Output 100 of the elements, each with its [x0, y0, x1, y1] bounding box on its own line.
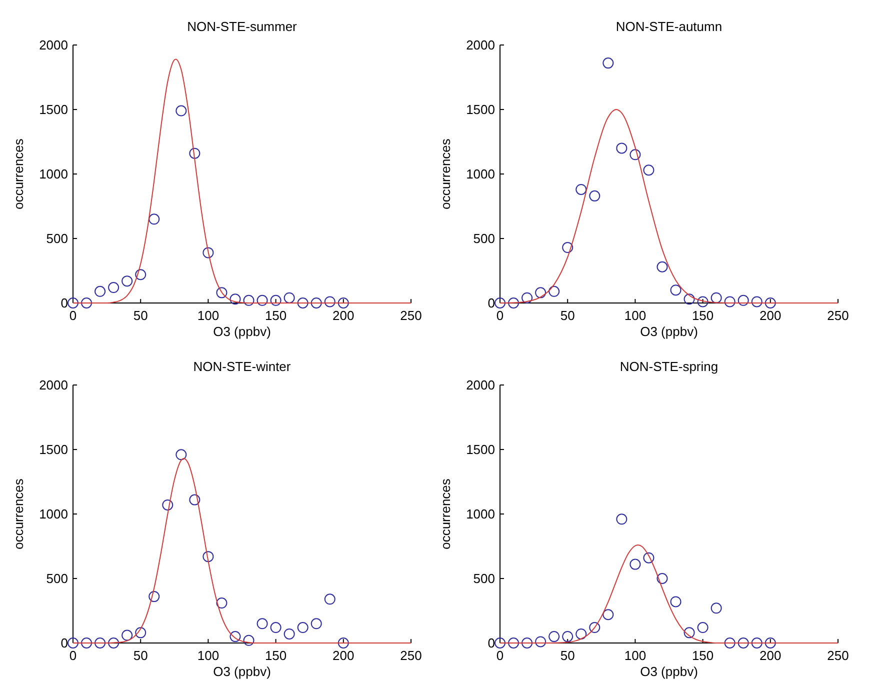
point [230, 631, 241, 642]
point [548, 286, 560, 297]
point [189, 148, 200, 159]
point [256, 294, 268, 306]
point [643, 552, 654, 564]
y-tick-label: 2000 [39, 38, 68, 53]
point [297, 298, 308, 308]
point [724, 638, 736, 648]
point [576, 184, 587, 195]
point [738, 294, 749, 306]
point [108, 282, 120, 294]
x-tick-label: 50 [133, 308, 148, 323]
y-tick-label: 1000 [39, 506, 68, 522]
point [684, 294, 695, 305]
y-axis-title: occurrences [11, 478, 26, 550]
x-tick-label: 250 [827, 648, 849, 663]
x-tick-label: 50 [560, 308, 575, 323]
x-tick-label: 150 [692, 308, 714, 323]
point [162, 499, 174, 510]
x-tick-label: 200 [760, 308, 782, 323]
point [148, 591, 160, 602]
point [68, 298, 78, 308]
point [764, 298, 776, 308]
point [122, 630, 133, 641]
point [189, 494, 200, 506]
y-tick-label: 2000 [39, 378, 68, 393]
point [338, 638, 349, 648]
point [589, 190, 600, 202]
point [338, 298, 349, 308]
point [122, 276, 133, 287]
y-tick-label: 2000 [466, 38, 495, 53]
y-tick-label: 2000 [466, 378, 495, 393]
point [764, 638, 776, 648]
point [135, 269, 146, 280]
point [243, 634, 254, 646]
point [148, 214, 160, 225]
x-tick-label: 250 [400, 648, 422, 663]
y-tick-label: 500 [46, 231, 68, 246]
point [324, 296, 336, 308]
point [94, 638, 106, 648]
point [710, 292, 722, 304]
point [216, 598, 228, 609]
point [81, 298, 92, 308]
chart-title: NON-STE-summer [187, 19, 298, 34]
point [202, 247, 214, 258]
x-tick-label: 100 [197, 648, 220, 663]
x-tick-label: 150 [692, 648, 714, 663]
chart-title: NON-STE-spring [620, 359, 718, 374]
y-tick-label: 0 [488, 636, 495, 651]
point [751, 296, 762, 308]
point [270, 622, 282, 634]
y-tick-label: 1500 [466, 102, 495, 118]
point [284, 628, 295, 640]
point [176, 105, 187, 116]
point [630, 149, 641, 160]
x-tick-label: 150 [264, 648, 287, 663]
chart-title: NON-STE-winter [193, 359, 292, 374]
point [494, 638, 506, 648]
x-tick-label: 150 [264, 308, 287, 323]
x-tick-label: 50 [133, 648, 148, 663]
x-tick-label: 100 [197, 308, 220, 323]
y-tick-label: 1000 [466, 166, 495, 182]
point [202, 551, 214, 562]
point [724, 296, 736, 308]
point [738, 638, 749, 648]
point [656, 573, 668, 584]
point [670, 284, 682, 296]
point [81, 638, 92, 648]
point [216, 287, 228, 298]
point [522, 292, 533, 304]
point [94, 286, 106, 297]
chart-title: NON-STE-autumn [616, 19, 722, 34]
y-tick-label: 0 [488, 296, 495, 311]
point [508, 298, 520, 308]
point [616, 142, 628, 154]
point [562, 242, 574, 254]
point [589, 622, 600, 634]
point [643, 164, 654, 176]
y-tick-label: 1500 [39, 442, 68, 458]
point [256, 618, 268, 630]
point [535, 287, 546, 298]
y-tick-label: 1500 [39, 102, 68, 118]
x-tick-label: 200 [332, 308, 354, 323]
point [548, 631, 560, 642]
point [108, 638, 120, 648]
point [284, 292, 295, 304]
x-axis-title: O3 (ppbv) [213, 324, 271, 339]
y-axis-title: occurrences [438, 138, 453, 210]
point [656, 261, 668, 272]
point [68, 638, 78, 648]
point [630, 558, 641, 570]
point [324, 594, 336, 605]
y-axis-title: occurrences [11, 138, 26, 210]
point [562, 631, 574, 642]
y-tick-label: 1000 [466, 506, 495, 522]
y-tick-label: 0 [60, 296, 68, 311]
point [310, 298, 322, 308]
point [508, 638, 520, 648]
point [710, 602, 722, 614]
point [310, 618, 322, 630]
